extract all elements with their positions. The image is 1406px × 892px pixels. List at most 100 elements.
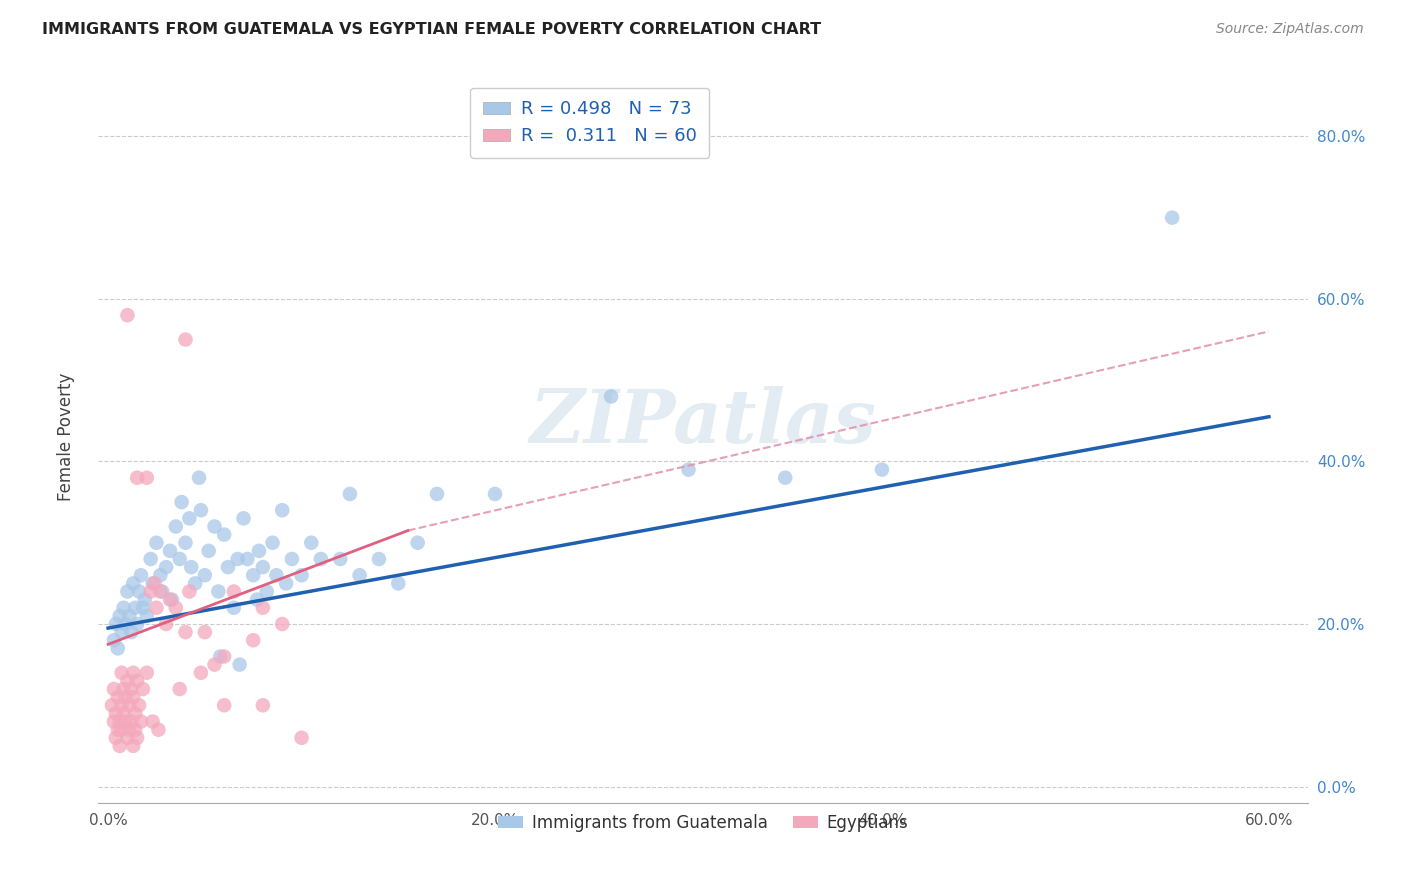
Point [104, 731, 127, 745]
Point [127, 617, 149, 632]
Point [309, 552, 332, 566]
Point [212, 698, 235, 713]
Point [128, 584, 150, 599]
Point [135, 665, 157, 680]
Point [111, 625, 134, 640]
Point [124, 600, 146, 615]
Point [150, 584, 173, 599]
Point [232, 511, 254, 525]
Point [870, 462, 893, 476]
Point [155, 617, 177, 632]
Point [143, 576, 166, 591]
Point [299, 535, 322, 549]
Point [103, 681, 125, 696]
Point [139, 552, 162, 566]
Point [118, 698, 141, 713]
Point [197, 544, 219, 558]
Point [242, 633, 264, 648]
Point [169, 681, 191, 696]
Point [145, 535, 167, 549]
Point [194, 568, 217, 582]
Point [180, 560, 202, 574]
Point [149, 568, 172, 582]
Point [242, 568, 264, 582]
Point [142, 714, 165, 729]
Point [104, 617, 127, 632]
Text: Source: ZipAtlas.com: Source: ZipAtlas.com [1216, 22, 1364, 37]
Point [160, 592, 183, 607]
Point [124, 706, 146, 721]
Point [190, 665, 212, 680]
Point [773, 471, 796, 485]
Point [128, 698, 150, 713]
Point [170, 495, 193, 509]
Point [159, 544, 181, 558]
Point [148, 723, 170, 737]
Point [117, 308, 139, 322]
Point [290, 731, 312, 745]
Point [111, 665, 134, 680]
Point [209, 649, 232, 664]
Point [194, 625, 217, 640]
Point [212, 649, 235, 664]
Point [174, 535, 197, 549]
Point [236, 552, 259, 566]
Point [101, 698, 124, 713]
Point [266, 568, 288, 582]
Point [135, 471, 157, 485]
Point [145, 600, 167, 615]
Point [271, 503, 294, 517]
Point [1161, 211, 1184, 225]
Point [155, 560, 177, 574]
Point [107, 690, 129, 705]
Point [132, 600, 155, 615]
Point [112, 706, 135, 721]
Text: ZIPatlas: ZIPatlas [530, 386, 876, 458]
Point [252, 560, 274, 574]
Point [368, 552, 391, 566]
Point [329, 552, 352, 566]
Point [108, 608, 131, 623]
Point [426, 487, 449, 501]
Point [228, 657, 250, 672]
Point [484, 487, 506, 501]
Point [107, 641, 129, 656]
Point [142, 576, 165, 591]
Legend: Immigrants from Guatemala, Egyptians: Immigrants from Guatemala, Egyptians [492, 807, 914, 838]
Point [118, 608, 141, 623]
Point [179, 511, 201, 525]
Y-axis label: Female Poverty: Female Poverty [56, 373, 75, 501]
Point [274, 576, 297, 591]
Point [134, 592, 156, 607]
Point [600, 389, 623, 403]
Point [204, 519, 226, 533]
Point [103, 633, 125, 648]
Point [124, 723, 146, 737]
Point [108, 739, 131, 753]
Point [112, 681, 135, 696]
Point [112, 600, 135, 615]
Point [129, 568, 152, 582]
Point [188, 471, 211, 485]
Point [349, 568, 371, 582]
Point [149, 584, 172, 599]
Point [174, 625, 197, 640]
Text: IMMIGRANTS FROM GUATEMALA VS EGYPTIAN FEMALE POVERTY CORRELATION CHART: IMMIGRANTS FROM GUATEMALA VS EGYPTIAN FE… [42, 22, 821, 37]
Point [129, 714, 152, 729]
Point [247, 544, 270, 558]
Point [108, 714, 131, 729]
Point [103, 714, 125, 729]
Point [122, 576, 145, 591]
Point [252, 600, 274, 615]
Point [271, 617, 294, 632]
Point [122, 739, 145, 753]
Point [246, 592, 269, 607]
Point [114, 617, 136, 632]
Point [222, 600, 245, 615]
Point [111, 723, 134, 737]
Point [290, 568, 312, 582]
Point [114, 714, 136, 729]
Point [122, 665, 145, 680]
Point [212, 527, 235, 541]
Point [204, 657, 226, 672]
